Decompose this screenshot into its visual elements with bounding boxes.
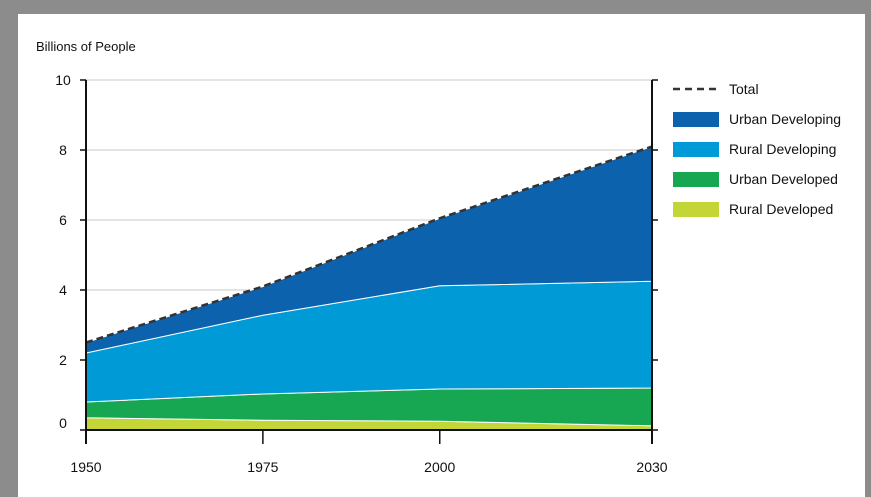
area-series [85,145,653,431]
right-border [865,0,871,497]
legend-label-urban-developed: Urban Developed [729,171,838,187]
area-rural-developing [85,280,653,403]
total-line [85,145,653,344]
top-border [0,0,871,14]
y-tick-label-6: 6 [59,212,67,228]
legend-label-total: Total [729,81,759,97]
legend-label-urban-developing: Urban Developing [729,111,841,127]
legend-swatch-urban-developing [673,112,719,127]
legend: Total Urban Developing Rural Developing Urb… [673,81,841,217]
x-tick-label-1950: 1950 [70,459,101,475]
y-tick-label-8: 8 [59,142,67,158]
y-tick-label-10: 10 [55,72,71,88]
left-border [0,0,18,497]
y-tick-label-2: 2 [59,352,67,368]
y-tick-labels: 0 2 4 6 8 10 [55,72,71,431]
y-tick-label-0: 0 [59,415,67,431]
x-tick-label-2030: 2030 [636,459,667,475]
legend-label-rural-developed: Rural Developed [729,201,833,217]
x-tick-labels: 1950 1975 2000 2030 [70,459,667,475]
y-axis-label: Billions of People [36,39,136,54]
legend-label-rural-developing: Rural Developing [729,141,836,157]
legend-swatch-rural-developed [673,202,719,217]
x-tick-label-2000: 2000 [424,459,455,475]
total-series [85,145,653,344]
legend-swatch-urban-developed [673,172,719,187]
y-tick-label-4: 4 [59,282,67,298]
axes [80,79,658,444]
legend-swatch-rural-developing [673,142,719,157]
x-tick-label-1975: 1975 [247,459,278,475]
